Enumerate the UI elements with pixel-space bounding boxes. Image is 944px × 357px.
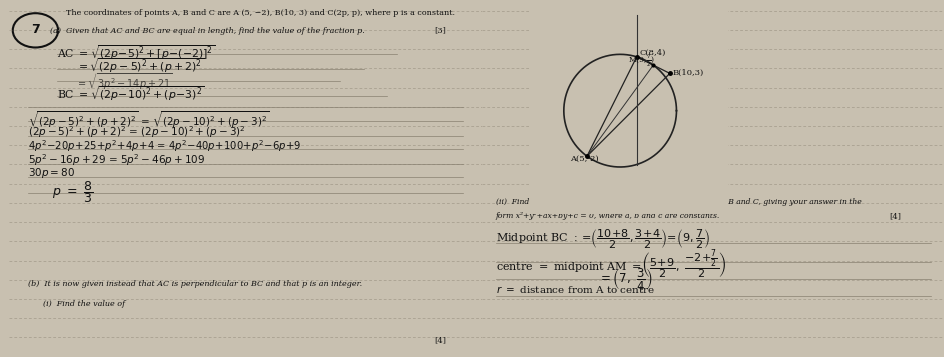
Text: centre $=$ midpoint AM $= \!\left(\dfrac{5\!+\!9}{2},\ \dfrac{-2\!+\!\frac{7}{2}: centre $=$ midpoint AM $= \!\left(\dfrac… — [496, 248, 726, 281]
Text: $=\sqrt{(2p-5)^2+(p+2)^2}$: $=\sqrt{(2p-5)^2+(p+2)^2}$ — [76, 57, 204, 75]
Text: AC $=\sqrt{(2p\!-\!5)^2+[p\!-\!(-2)]^2}$: AC $=\sqrt{(2p\!-\!5)^2+[p\!-\!(-2)]^2}$ — [57, 44, 215, 62]
Text: M(9,$\frac{7}{2}$): M(9,$\frac{7}{2}$) — [628, 53, 654, 69]
Text: $(2p-5)^2+(p+2)^2$ = $(2p-10)^2+(p-3)^2$: $(2p-5)^2+(p+2)^2$ = $(2p-10)^2+(p-3)^2$ — [28, 124, 245, 140]
Text: Midpoint BC $:= \!\left(\dfrac{10\!+\!8}{2}, \dfrac{3\!+\!4}{2}\right)\!=\!\left: Midpoint BC $:= \!\left(\dfrac{10\!+\!8}… — [496, 228, 710, 251]
Text: $5p^2-16p+29$ = $5p^2-46p+109$: $5p^2-16p+29$ = $5p^2-46p+109$ — [28, 152, 205, 167]
Text: C(8,4): C(8,4) — [638, 49, 665, 57]
Text: $30p = 80$: $30p = 80$ — [28, 166, 76, 180]
Text: 7: 7 — [31, 23, 40, 36]
Text: B(10,3): B(10,3) — [671, 69, 703, 77]
Text: form x²+y²+ax+by+c = 0, where a, b and c are constants.: form x²+y²+ax+by+c = 0, where a, b and c… — [496, 212, 719, 220]
Text: $p\ =\ \dfrac{8}{3}$: $p\ =\ \dfrac{8}{3}$ — [52, 180, 93, 206]
Text: $= \left(7,\ \dfrac{3}{4}\right)$: $= \left(7,\ \dfrac{3}{4}\right)$ — [597, 266, 651, 292]
Text: (ii)  Find the equation of the circle which passes through A, B and C, giving yo: (ii) Find the equation of the circle whi… — [496, 198, 861, 206]
Text: [3]: [3] — [434, 27, 447, 35]
Text: $\sqrt{(2p-5)^2+(p+2)^2}$ = $\sqrt{(2p-10)^2+(p-3)^2}$: $\sqrt{(2p-5)^2+(p+2)^2}$ = $\sqrt{(2p-1… — [28, 110, 269, 130]
Text: [4]: [4] — [434, 337, 447, 345]
Text: BC $= \sqrt{(2p\!-\!10)^2+(p\!-\!3)^2}$: BC $= \sqrt{(2p\!-\!10)^2+(p\!-\!3)^2}$ — [57, 85, 204, 103]
Text: The coordinates of points A, B and C are A (5, −2), B(10, 3) and C(2p, p), where: The coordinates of points A, B and C are… — [66, 9, 455, 17]
Text: [4]: [4] — [888, 212, 901, 220]
Text: $4p^2\!-\!20p\!+\!25\!+\!p^2\!+\!4p\!+\!4$ = $4p^2\!-\!40p\!+\!100\!+\!p^2\!-\!6: $4p^2\!-\!20p\!+\!25\!+\!p^2\!+\!4p\!+\!… — [28, 138, 301, 154]
Text: A(5,-2): A(5,-2) — [570, 155, 598, 163]
Text: (i)  Find the value of: (i) Find the value of — [42, 300, 125, 308]
Text: (a)  Given that AC and BC are equal in length, find the value of the fraction p.: (a) Given that AC and BC are equal in le… — [49, 27, 364, 35]
Text: (b)  It is now given instead that AC is perpendicular to BC and that p is an int: (b) It is now given instead that AC is p… — [28, 280, 362, 288]
Text: $r\ =$ distance from A to centre: $r\ =$ distance from A to centre — [496, 284, 654, 295]
Text: $=\sqrt{3p^2-14p+21}$: $=\sqrt{3p^2-14p+21}$ — [76, 71, 173, 92]
